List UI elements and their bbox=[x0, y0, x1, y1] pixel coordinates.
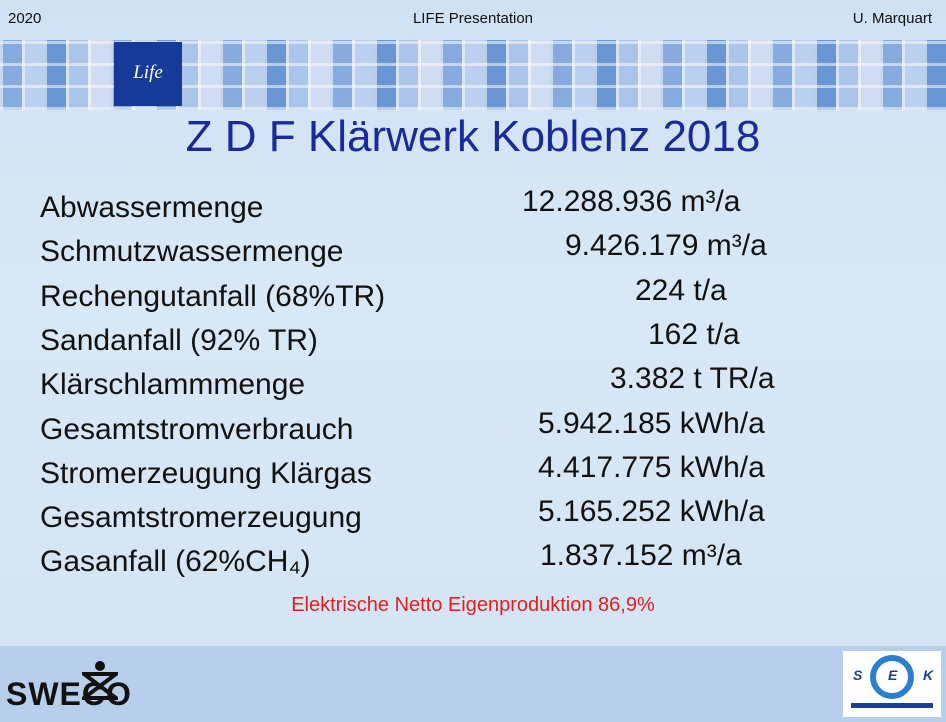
slide-title: Z D F Klärwerk Koblenz 2018 bbox=[185, 112, 761, 161]
sweco-logo: SWECO bbox=[6, 676, 132, 712]
row-value: 5.165.252 kWh/a bbox=[538, 495, 765, 529]
sek-letter: K bbox=[923, 667, 934, 683]
row-label: Stromerzeugung Klärgas bbox=[40, 456, 372, 490]
row-value: 3.382 t TR/a bbox=[610, 362, 775, 396]
row-label: Rechengutanfall (68%TR) bbox=[40, 279, 386, 313]
header-year: 2020 bbox=[8, 10, 42, 27]
header-author: U. Marquart bbox=[852, 10, 932, 27]
sweco-icon bbox=[82, 661, 118, 700]
row-label: Schmutzwassermenge bbox=[40, 235, 344, 269]
row-label: Gasanfall (62%CH₄) bbox=[40, 545, 311, 579]
row-label: Abwassermenge bbox=[40, 191, 264, 224]
life-logo: Life bbox=[114, 42, 182, 106]
row-value: 1.837.152 m³/a bbox=[540, 539, 742, 573]
note: Elektrische Netto Eigenproduktion 86,9% bbox=[291, 594, 655, 616]
row-label: Klärschlammmenge bbox=[40, 368, 306, 402]
row-label: Sandanfall (92% TR) bbox=[40, 323, 318, 357]
sek-letter: E bbox=[888, 667, 898, 683]
footer bbox=[0, 646, 946, 722]
row-value: 4.417.775 kWh/a bbox=[538, 450, 765, 484]
sek-letter: S bbox=[853, 667, 863, 683]
row-value: 9.426.179 m³/a bbox=[565, 229, 767, 263]
row-value: 5.942.185 kWh/a bbox=[538, 406, 765, 440]
sek-bar bbox=[851, 703, 933, 708]
row-value: 162 t/a bbox=[648, 317, 740, 351]
sek-logo: S E K bbox=[843, 651, 941, 717]
life-logo-text: Life bbox=[133, 62, 163, 83]
row-value: 224 t/a bbox=[635, 273, 727, 307]
row-label: Gesamtstromverbrauch bbox=[40, 412, 354, 446]
row-value: 12.288.936 m³/a bbox=[522, 185, 741, 218]
row-label: Gesamtstromerzeugung bbox=[40, 501, 362, 535]
header-title: LIFE Presentation bbox=[412, 10, 534, 27]
sek-icon bbox=[870, 655, 914, 699]
